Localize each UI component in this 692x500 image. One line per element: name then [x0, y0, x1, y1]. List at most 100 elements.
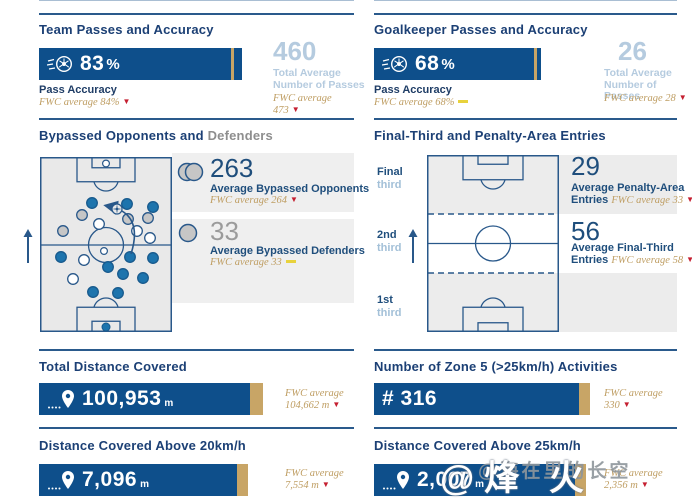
gk-total-passes-label: Number of Passes	[604, 79, 657, 102]
section-rule	[374, 13, 677, 15]
total-passes-label: Number of Passes	[273, 79, 365, 91]
fwc-average-line: FWC average	[604, 388, 663, 399]
flying-ball-icon	[47, 54, 73, 74]
watermark-secondary: @海在里的长空	[478, 461, 632, 482]
single-circle-icon	[177, 222, 199, 249]
map-pin-icon	[47, 469, 77, 491]
fwc-average-line: 2,356 m	[604, 480, 649, 491]
gray-player-dot	[122, 213, 134, 225]
bypassed-title: Bypassed Opponents and Defenders	[39, 128, 273, 143]
trend-icon	[119, 97, 130, 108]
team-pass-accuracy-value: 83	[80, 52, 105, 75]
bypassed-opponents-label: Average Bypassed Opponents	[210, 183, 370, 195]
top-divider-left	[39, 0, 354, 1]
fwc-average-marker	[534, 48, 537, 80]
fwc-average-cap	[250, 383, 263, 415]
section-rule	[374, 118, 677, 120]
fwc-average-line: 473	[273, 105, 300, 116]
section-rule	[39, 118, 354, 120]
fwc-average-cap	[575, 464, 586, 496]
section-rule	[39, 427, 354, 429]
fwc-average-line: 104,662 m	[285, 400, 340, 411]
fwc-average-line: FWC average 33	[611, 195, 692, 206]
fwc-average-marker	[231, 48, 234, 80]
fwc-average-line: 330	[604, 400, 631, 411]
fwc-average-cap	[237, 464, 248, 496]
map-pin-icon	[47, 388, 77, 410]
trend-icon	[683, 195, 692, 206]
fwc-average-cap	[579, 383, 590, 415]
zone-label-2nd: 2nd	[377, 229, 397, 241]
trend-icon	[287, 195, 298, 206]
percent-sign: %	[106, 55, 121, 73]
pass-accuracy-caption: Pass Accuracy	[39, 84, 117, 96]
watermark-primary: @烽 火	[440, 459, 594, 498]
zone5-title: Number of Zone 5 (>25km/h) Activities	[374, 359, 618, 374]
gray-player-dot	[57, 225, 69, 237]
fwc-average-line: FWC average 58	[611, 255, 692, 266]
trend-icon	[289, 105, 300, 116]
double-circle-icon	[177, 161, 205, 188]
meter-unit: m	[475, 479, 484, 490]
meter-unit: m	[164, 398, 174, 409]
final-third-entries-value: 56	[571, 216, 600, 246]
blue-player-dot	[121, 198, 133, 210]
map-pin-icon	[382, 469, 412, 491]
gk-total-passes-label: Total Average	[604, 67, 672, 79]
trend-icon	[319, 480, 330, 491]
trend-icon	[676, 93, 687, 104]
section-rule	[39, 349, 354, 351]
gk-passes-title: Goalkeeper Passes and Accuracy	[374, 22, 588, 37]
final-third-entries-label: Average Final-Third	[571, 242, 674, 254]
zone5-bar: # 316	[374, 383, 590, 415]
gk-total-passes-value: 26	[618, 36, 647, 66]
section-rule	[374, 427, 677, 429]
trend-icon	[683, 255, 692, 266]
top-divider-right	[374, 0, 677, 1]
final-third-entries-label2: Entries FWC average 58	[571, 255, 692, 267]
dist20-title: Distance Covered Above 20km/h	[39, 438, 246, 453]
trend-icon	[329, 400, 340, 411]
white-player-dot	[67, 273, 79, 285]
team-pass-accuracy-bar: 83 %	[39, 48, 242, 80]
meter-unit: m	[140, 479, 149, 490]
penalty-area-entries-label: Average Penalty-Area	[571, 182, 685, 194]
pass-accuracy-caption: Pass Accuracy	[374, 84, 452, 96]
entries-title: Final-Third and Penalty-Area Entries	[374, 128, 606, 143]
stat-band	[172, 219, 354, 303]
section-rule	[39, 13, 354, 15]
bypassed-pitch	[40, 157, 172, 337]
fwc-average-line: FWC average 84%	[39, 97, 130, 108]
trend-icon	[454, 97, 468, 108]
gk-pass-accuracy-value: 68	[415, 52, 440, 75]
zone-label-final: Final	[377, 166, 403, 178]
fwc-average-line: FWC average 33	[210, 257, 296, 268]
dist25-title: Distance Covered Above 25km/h	[374, 438, 581, 453]
thirds-pitch	[427, 155, 559, 337]
dist25-value: 2,007	[417, 468, 473, 491]
total-passes-value: 460	[273, 36, 317, 66]
white-player-dot	[93, 218, 105, 230]
trend-icon	[282, 257, 296, 268]
fwc-average-line: FWC average 28	[604, 93, 687, 104]
zone-label-third: third	[377, 242, 402, 254]
fwc-average-line: 7,554 m	[285, 480, 330, 491]
section-rule	[374, 349, 677, 351]
bypassed-opponents-value: 263	[210, 153, 254, 183]
total-distance-bar: 100,953 m	[39, 383, 263, 415]
blue-player-dot	[147, 201, 159, 213]
dist20-bar: 7,096 m	[39, 464, 248, 496]
attack-direction-arrow-icon	[407, 228, 419, 269]
dist25-bar: 2,007 m	[374, 464, 586, 496]
zone-label-1st: 1st	[377, 294, 393, 306]
fwc-average-line: FWC average 264	[210, 195, 298, 206]
white-player-dot	[78, 254, 90, 266]
gk-pass-accuracy-bar: 68 %	[374, 48, 541, 80]
fwc-average-line: FWC average	[604, 468, 663, 479]
fwc-average-line: FWC average	[285, 468, 344, 479]
blue-player-dot	[87, 286, 99, 298]
team-passes-title: Team Passes and Accuracy	[39, 22, 214, 37]
fwc-average-line: FWC average 68%	[374, 97, 468, 108]
bypassed-defenders-label: Average Bypassed Defenders	[210, 245, 365, 257]
